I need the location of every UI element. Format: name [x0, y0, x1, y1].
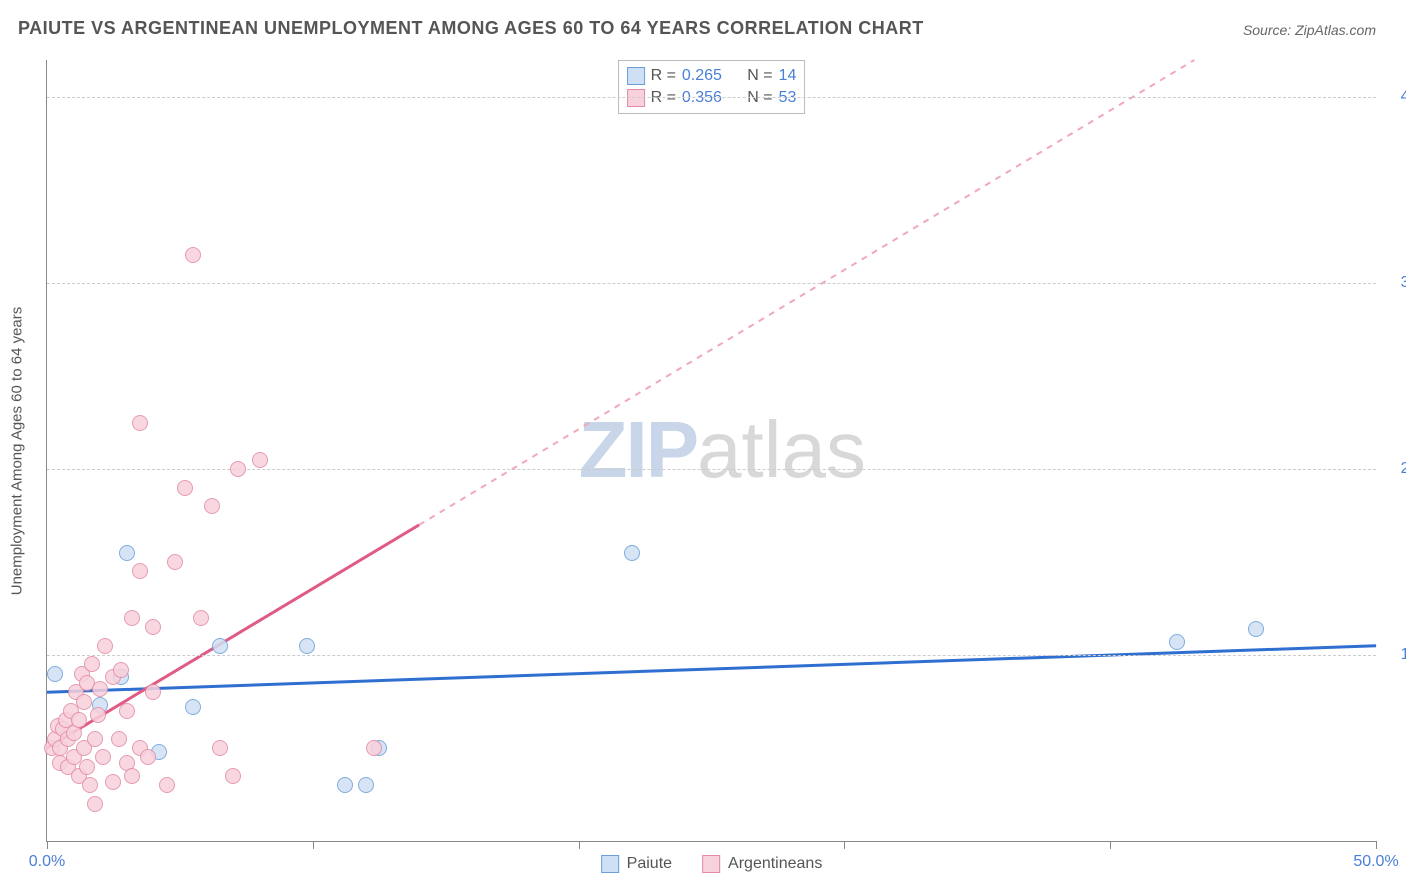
argentineans-marker	[124, 768, 140, 784]
y-tick-label: 30.0%	[1386, 274, 1406, 292]
x-tick-label: 0.0%	[29, 853, 65, 871]
argentineans-marker	[185, 247, 201, 263]
paiute-marker	[47, 666, 63, 682]
legend-item-argentineans: Argentineans	[702, 855, 822, 873]
argentineans-marker	[252, 452, 268, 468]
argentineans-marker	[230, 461, 246, 477]
scatter-plot-area: Unemployment Among Ages 60 to 64 years Z…	[46, 60, 1376, 842]
watermark-atlas: atlas	[697, 405, 866, 494]
argentineans-marker	[84, 656, 100, 672]
argentineans-marker	[111, 731, 127, 747]
paiute-marker	[299, 638, 315, 654]
gridline-h	[47, 97, 1376, 98]
paiute-marker	[212, 638, 228, 654]
argentineans-marker	[92, 681, 108, 697]
argentineans-trendline-extrapolation	[419, 60, 1194, 525]
gridline-h	[47, 283, 1376, 284]
series-legend: Paiute Argentineans	[601, 855, 823, 873]
argentineans-marker	[119, 703, 135, 719]
argentineans-marker	[105, 774, 121, 790]
argentineans-marker	[212, 740, 228, 756]
correlation-legend: R = 0.265 N = 14R = 0.356 N = 53	[618, 60, 806, 114]
legend-swatch	[601, 855, 619, 873]
argentineans-marker	[97, 638, 113, 654]
paiute-marker	[1248, 621, 1264, 637]
argentineans-marker	[79, 759, 95, 775]
source-attribution: Source: ZipAtlas.com	[1243, 22, 1376, 38]
argentineans-marker	[193, 610, 209, 626]
argentineans-marker	[145, 684, 161, 700]
argentineans-marker	[71, 712, 87, 728]
x-tick	[47, 841, 48, 849]
gridline-h	[47, 655, 1376, 656]
paiute-marker	[358, 777, 374, 793]
argentineans-marker	[225, 768, 241, 784]
argentineans-marker	[124, 610, 140, 626]
paiute-marker	[119, 545, 135, 561]
trend-lines-layer	[47, 60, 1376, 841]
paiute-marker	[624, 545, 640, 561]
paiute-trendline	[47, 646, 1376, 692]
legend-label: Paiute	[627, 855, 672, 873]
argentineans-marker	[87, 731, 103, 747]
x-tick	[579, 841, 580, 849]
argentineans-marker	[167, 554, 183, 570]
paiute-marker	[1169, 634, 1185, 650]
argentineans-marker	[87, 796, 103, 812]
y-tick-label: 10.0%	[1386, 646, 1406, 664]
argentineans-marker	[159, 777, 175, 793]
argentineans-marker	[90, 707, 106, 723]
argentineans-marker	[113, 662, 129, 678]
n-label: N =	[747, 67, 772, 85]
legend-stat-row-paiute: R = 0.265 N = 14	[627, 65, 797, 87]
r-label: R =	[651, 67, 676, 85]
chart-title: PAIUTE VS ARGENTINEAN UNEMPLOYMENT AMONG…	[18, 18, 924, 39]
legend-item-paiute: Paiute	[601, 855, 672, 873]
argentineans-marker	[132, 415, 148, 431]
legend-swatch	[702, 855, 720, 873]
x-tick	[1110, 841, 1111, 849]
x-tick-label: 50.0%	[1353, 853, 1398, 871]
argentineans-marker	[82, 777, 98, 793]
argentineans-marker	[366, 740, 382, 756]
argentineans-marker	[132, 563, 148, 579]
argentineans-marker	[95, 749, 111, 765]
y-tick-label: 40.0%	[1386, 88, 1406, 106]
argentineans-marker	[140, 749, 156, 765]
paiute-marker	[185, 699, 201, 715]
legend-label: Argentineans	[728, 855, 822, 873]
x-tick	[844, 841, 845, 849]
watermark-zip: ZIP	[579, 405, 697, 494]
watermark: ZIPatlas	[579, 404, 866, 496]
x-tick	[313, 841, 314, 849]
paiute-swatch	[627, 67, 645, 85]
r-value: 0.265	[682, 67, 722, 85]
argentineans-marker	[204, 498, 220, 514]
argentineans-marker	[145, 619, 161, 635]
argentineans-marker	[177, 480, 193, 496]
argentineans-marker	[76, 694, 92, 710]
paiute-marker	[337, 777, 353, 793]
y-axis-label: Unemployment Among Ages 60 to 64 years	[9, 306, 26, 595]
y-tick-label: 20.0%	[1386, 460, 1406, 478]
x-tick	[1376, 841, 1377, 849]
n-value: 14	[779, 67, 797, 85]
